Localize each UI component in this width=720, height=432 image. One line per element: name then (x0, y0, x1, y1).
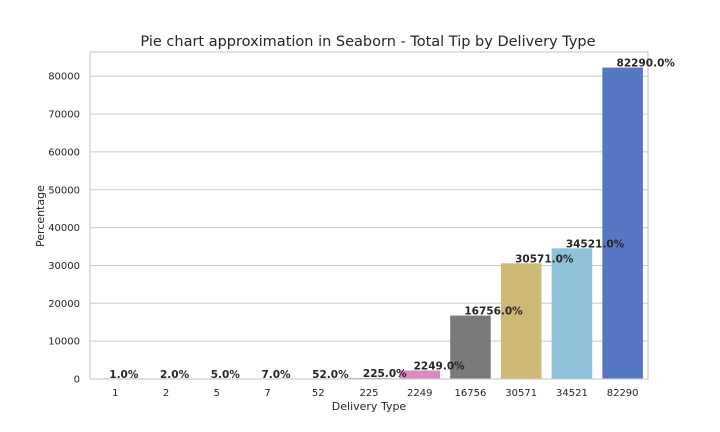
bar (602, 67, 643, 379)
chart-title: Pie chart approximation in Seaborn - Tot… (140, 34, 595, 50)
y-axis-ticks: 0 10000 20000 30000 40000 50000 60000 70000 8000… (48, 72, 80, 386)
x-tick-label: 34521 (556, 388, 588, 399)
y-axis-label: Percentage (34, 185, 47, 247)
bar (551, 248, 593, 379)
bar (500, 263, 542, 379)
plot-frame (89, 51, 649, 380)
data-labels: 1.0% 2.0% 5.0% 7.0% 52.0% 225.0% 2249.0% 16756.… (109, 58, 675, 381)
data-label: 82290.0% (617, 58, 676, 70)
data-label: 16756.0% (464, 306, 523, 318)
bar (450, 315, 491, 379)
data-label: 52.0% (312, 369, 349, 381)
bar (399, 370, 441, 379)
x-tick-label: 5 (214, 388, 220, 399)
data-label: 225.0% (363, 368, 407, 380)
data-label: 2.0% (160, 369, 190, 381)
y-tick-label: 30000 (48, 261, 80, 272)
x-tick-label: 225 (359, 388, 378, 399)
y-tick-label: 10000 (48, 337, 80, 348)
x-tick-label: 7 (264, 388, 270, 399)
y-tick-label: 80000 (48, 72, 80, 83)
x-tick-label: 30571 (505, 388, 537, 399)
y-tick-label: 20000 (48, 299, 80, 310)
x-axis-label: Delivery Type (332, 400, 407, 413)
x-axis-ticks: 1 2 5 7 52 225 2249 16756 30571 34521 82290 (112, 388, 638, 399)
data-label: 30571.0% (515, 253, 574, 265)
bars (95, 67, 643, 379)
y-tick-label: 50000 (48, 185, 80, 196)
data-label: 7.0% (261, 369, 291, 381)
data-label: 5.0% (211, 369, 241, 381)
gridlines (90, 75, 648, 380)
x-tick-label: 82290 (607, 388, 639, 399)
data-label: 1.0% (109, 369, 139, 381)
x-tick-label: 52 (312, 388, 325, 399)
x-tick-label: 2249 (407, 388, 432, 399)
x-tick-label: 1 (112, 388, 118, 399)
data-label: 34521.0% (566, 238, 625, 250)
y-tick-label: 40000 (48, 223, 80, 234)
x-tick-label: 2 (163, 388, 169, 399)
x-tick-label: 16756 (455, 388, 487, 399)
y-tick-label: 60000 (48, 147, 80, 158)
y-tick-label: 70000 (48, 110, 80, 121)
y-tick-label: 0 (74, 375, 80, 386)
data-label: 2249.0% (414, 360, 466, 372)
